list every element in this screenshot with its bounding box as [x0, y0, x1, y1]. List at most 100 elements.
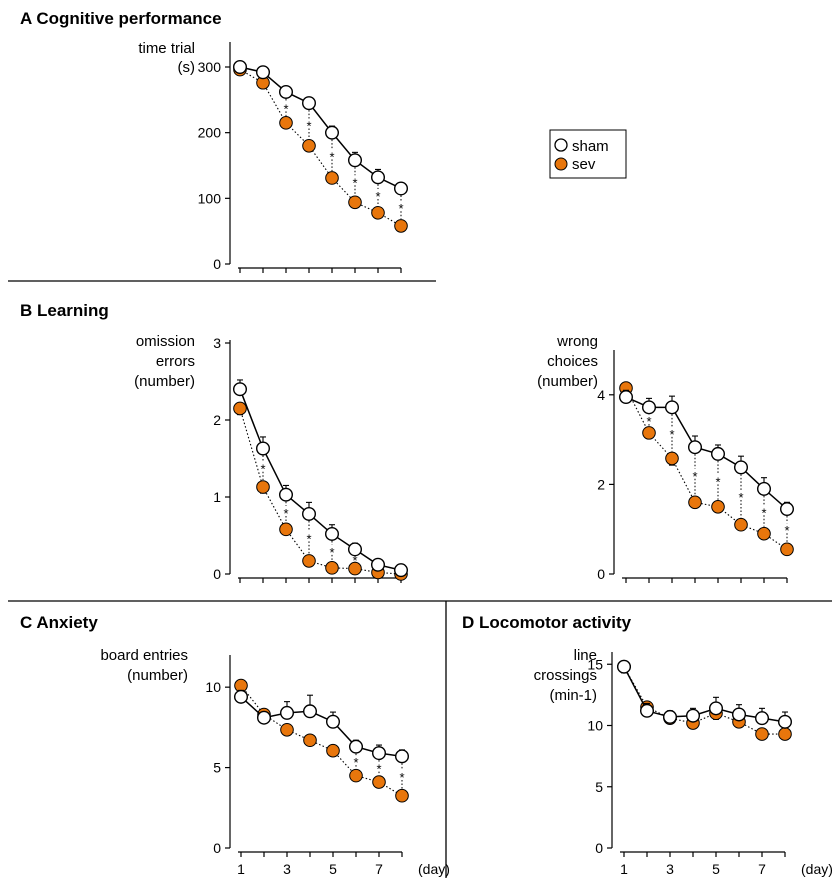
chart-c-x-tick-label: 1 — [237, 861, 245, 877]
chart-a-significance-star: * — [375, 189, 380, 204]
legend-sham-label: sham — [572, 138, 609, 155]
chart-c-y-tick-label: 5 — [213, 760, 221, 776]
chart-c-sham-point — [349, 739, 364, 754]
chart-d-sev-point — [755, 727, 769, 741]
chart-a-significance-star: * — [352, 175, 357, 190]
chart-b1-sham-point — [325, 526, 340, 541]
chart-b2-sev-point — [711, 500, 725, 514]
panel-title-d: D Locomotor activity — [462, 613, 632, 632]
chart-d-sham-point — [686, 708, 701, 723]
chart-b-omission-errors: 0 1 2 3 omission errors (number) * * * * * — [134, 333, 409, 583]
chart-a-sev-line — [239, 69, 402, 227]
chart-a-sev-point — [371, 205, 385, 220]
chart-b2-sev-point — [665, 451, 679, 466]
chart-a-y-tick-label: 0 — [213, 256, 221, 272]
chart-b2-significance-star: * — [784, 523, 789, 538]
chart-c-sev-point — [372, 775, 386, 789]
chart-a-sev-point — [394, 219, 408, 233]
chart-c-significance-star: * — [353, 755, 358, 770]
chart-b2-sham-point — [665, 400, 680, 415]
chart-b1-y-tick-label: 0 — [213, 566, 221, 582]
chart-c-significance-star: * — [376, 762, 381, 777]
chart-b1-ylabel-line: errors — [156, 353, 195, 370]
chart-d-y-tick-label: 10 — [587, 718, 603, 734]
chart-b1-sham-point — [256, 441, 271, 456]
chart-c-sev-point — [395, 788, 409, 803]
chart-c-ylabel-line: (number) — [127, 667, 188, 684]
chart-a-significance-star: * — [398, 201, 403, 216]
chart-a-sev-point — [325, 171, 339, 185]
chart-b2-significance-star: * — [692, 469, 697, 484]
chart-b1-significance-star: * — [260, 462, 265, 477]
panel-title-b: B Learning — [20, 301, 109, 320]
chart-c-sev-point — [349, 768, 363, 783]
chart-c-sev-point — [303, 733, 317, 748]
chart-a-sev-point — [348, 195, 362, 210]
chart-d-x-tick-label: 3 — [666, 861, 674, 877]
chart-b-wrong-choices: 0 2 4 wrong choices (number) * * * * * * * — [537, 333, 795, 583]
chart-b2-y-tick-label: 2 — [597, 476, 605, 492]
chart-b2-sham-point — [757, 481, 772, 496]
chart-d-sev-point — [778, 727, 792, 741]
chart-b2-significance-star: * — [646, 414, 651, 429]
chart-b1-sham-point — [279, 487, 294, 502]
chart-b2-y-tick-label: 4 — [597, 387, 605, 403]
panel-title-c: C Anxiety — [20, 613, 98, 632]
legend-sev-label: sev — [572, 156, 596, 173]
chart-b2-y-tick-label: 0 — [597, 566, 605, 582]
chart-b2-sev-point — [642, 426, 656, 440]
chart-b1-sev-line — [239, 408, 402, 575]
chart-a-significance-star: * — [306, 118, 311, 133]
chart-b2-significance-star: * — [669, 427, 674, 442]
chart-b1-sham-point — [348, 542, 363, 557]
chart-b1-significance-star: * — [306, 531, 311, 546]
chart-d-x-tick-label: 5 — [712, 861, 720, 877]
chart-b1-sev-point — [279, 522, 293, 537]
chart-a-y-tick-label: 300 — [198, 59, 222, 75]
chart-d-x-unit: (day) — [801, 861, 833, 877]
chart-d-ylabel-line: crossings — [534, 667, 597, 684]
chart-a-sham-point — [279, 84, 294, 99]
chart-c-sham-point — [395, 749, 410, 764]
chart-d-x-tick-label: 7 — [758, 861, 766, 877]
chart-b1-y-tick-label: 1 — [213, 489, 221, 505]
chart-b1-sham-point — [394, 563, 409, 578]
chart-b1-sev-point — [302, 554, 316, 568]
chart-a-sham-point — [325, 125, 340, 140]
chart-c-x-tick-label: 3 — [283, 861, 291, 877]
chart-a-significance-star: * — [329, 149, 334, 164]
chart-d-sham-point — [640, 703, 655, 718]
chart-d-sham-point — [709, 701, 724, 716]
chart-b1-sham-point — [371, 557, 386, 572]
chart-b2-ylabel-line: (number) — [537, 373, 598, 390]
chart-a-sham-point — [348, 153, 363, 168]
chart-c-significance-star: * — [399, 770, 404, 785]
chart-a-sev-point — [302, 139, 316, 153]
chart-a-sham-point — [394, 181, 409, 196]
chart-b2-sham-point — [734, 460, 749, 475]
chart-c-y-tick-label: 10 — [205, 679, 221, 695]
chart-a-y-tick-label: 200 — [198, 125, 222, 141]
chart-c-sev-point — [326, 743, 340, 758]
chart-a-sham-point — [371, 170, 386, 185]
chart-b2-sev-point — [688, 495, 702, 510]
chart-b1-y-tick-label: 3 — [213, 335, 221, 351]
chart-b2-ylabel-line: wrong — [556, 333, 598, 350]
chart-c-sham-point — [326, 714, 341, 729]
chart-b1-sev-point — [256, 480, 270, 494]
chart-c-y-tick-label: 0 — [213, 840, 221, 856]
chart-b2-sev-point — [780, 542, 794, 557]
chart-b2-significance-star: * — [738, 490, 743, 505]
chart-d-line-crossings: 0 5 10 15 1 3 5 7 (day) line crossings (min-1) — [534, 647, 833, 877]
chart-a-y-tick-label: 100 — [198, 190, 222, 206]
chart-b2-sham-point — [642, 400, 657, 415]
chart-b2-sham-point — [688, 440, 703, 455]
chart-c-sev-point — [280, 722, 294, 737]
chart-d-ylabel-line: (min-1) — [550, 687, 598, 704]
chart-b2-sev-point — [757, 526, 771, 541]
chart-c-x-unit: (day) — [418, 861, 450, 877]
legend-sham-marker — [554, 138, 568, 152]
chart-d-y-tick-label: 5 — [595, 779, 603, 795]
